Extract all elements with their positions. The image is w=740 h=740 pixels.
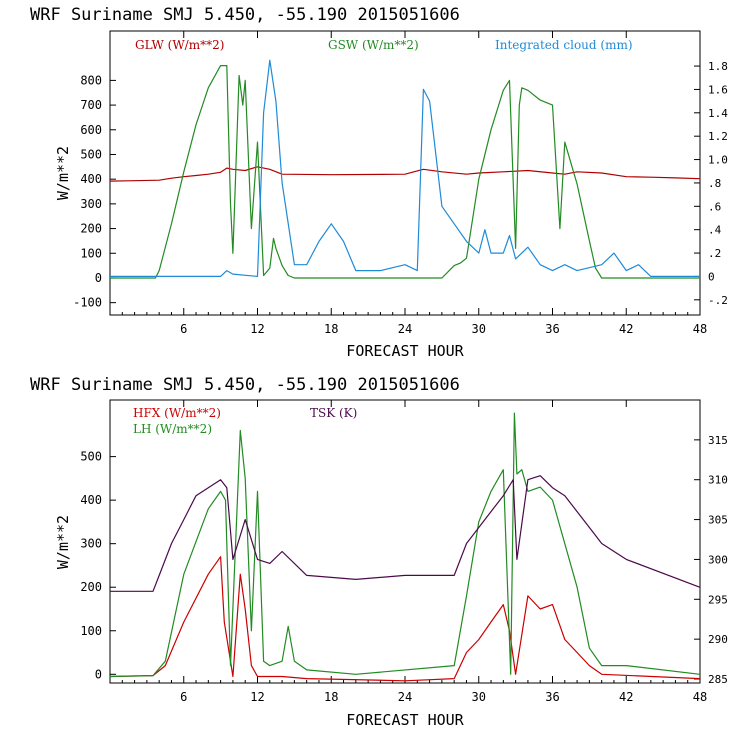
y2-tick-label: 310 <box>708 474 728 487</box>
y2-tick-label: 1.0 <box>708 154 728 167</box>
y-tick-label: 800 <box>80 73 102 87</box>
y-tick-label: 100 <box>80 246 102 260</box>
y2-tick-label: 295 <box>708 593 728 606</box>
legend-glw: GLW (W/m**2) <box>135 38 224 52</box>
y2-tick-label: .2 <box>708 247 721 260</box>
panel-2-y-label: W/m**2 <box>54 515 72 569</box>
x-tick-label: 24 <box>398 690 412 704</box>
y2-tick-label: 300 <box>708 553 728 566</box>
panel-2-x-label: FORECAST HOUR <box>346 711 464 729</box>
y2-tick-label: 285 <box>708 673 728 686</box>
x-tick-label: 6 <box>180 690 187 704</box>
y2-tick-label: 305 <box>708 514 728 527</box>
y-tick-label: 200 <box>80 580 102 594</box>
series-line-tsk <box>110 475 701 592</box>
panel-1-x-axis: 6 12 18 24 30 36 42 48 <box>121 31 707 336</box>
panel-2-x-axis: 6 12 18 24 30 36 42 48 <box>121 400 707 704</box>
x-tick-label: 24 <box>398 322 412 336</box>
x-tick-label: 42 <box>619 322 633 336</box>
y-tick-label: -100 <box>73 296 102 310</box>
y-tick-label: 100 <box>80 624 102 638</box>
x-tick-label: 36 <box>545 322 559 336</box>
panel-1-title: WRF Suriname SMJ 5.450, -55.190 20150516… <box>30 5 460 25</box>
panel-1-y2-axis: -.2 0 .2 .4 .6 .8 1.0 1.2 1.4 1.6 1.8 <box>694 60 728 307</box>
series-line-lh <box>109 412 701 678</box>
x-tick-label: 42 <box>619 690 633 704</box>
panel-1-series <box>109 59 701 279</box>
y2-tick-label: 1.4 <box>708 107 728 120</box>
y-tick-label: 0 <box>95 667 102 681</box>
y-tick-label: 200 <box>80 222 102 236</box>
x-tick-label: 30 <box>472 690 486 704</box>
x-tick-label: 30 <box>472 322 486 336</box>
x-tick-label: 6 <box>180 322 187 336</box>
y-tick-label: 0 <box>95 271 102 285</box>
y-tick-label: 600 <box>80 123 102 137</box>
panel-2-y-axis: 0 100 200 300 400 500 <box>80 450 116 681</box>
series-line-integrated <box>110 59 700 277</box>
legend-lh: LH (W/m**2) <box>133 422 212 436</box>
y2-tick-label: .8 <box>708 177 721 190</box>
panel-1-frame <box>109 30 701 316</box>
series-line-glw <box>109 166 701 182</box>
x-tick-label: 18 <box>324 322 338 336</box>
y2-tick-label: 0 <box>708 270 715 283</box>
y-tick-label: 700 <box>80 98 102 112</box>
y-tick-label: 500 <box>80 147 102 161</box>
panel-1-y-axis: -100 0 100 200 300 400 500 600 700 800 <box>73 73 116 310</box>
y2-tick-label: 1.8 <box>708 60 728 73</box>
y-tick-label: 400 <box>80 493 102 507</box>
chart-panel-1: WRF Suriname SMJ 5.450, -55.190 20150516… <box>30 5 728 360</box>
x-tick-label: 36 <box>545 690 559 704</box>
y-tick-label: 300 <box>80 197 102 211</box>
series-line-gsw <box>110 64 700 279</box>
panel-2-frame <box>109 399 701 684</box>
panel-2-series <box>109 412 701 682</box>
x-tick-label: 12 <box>250 322 264 336</box>
y2-tick-label: 1.2 <box>708 130 728 143</box>
y2-tick-label: 290 <box>708 633 728 646</box>
y2-tick-label: 1.6 <box>708 83 728 96</box>
x-tick-label: 48 <box>693 690 707 704</box>
x-tick-label: 48 <box>693 322 707 336</box>
y-tick-label: 300 <box>80 537 102 551</box>
y2-tick-label: .6 <box>708 200 721 213</box>
legend-gsw: GSW (W/m**2) <box>328 38 419 52</box>
y2-tick-label: 315 <box>708 434 728 447</box>
y-tick-label: 400 <box>80 172 102 186</box>
y-tick-label: 500 <box>80 450 102 464</box>
panel-1-y-label: W/m**2 <box>54 146 72 200</box>
legend-hfx: HFX (W/m**2) <box>133 406 221 420</box>
panel-2-title: WRF Suriname SMJ 5.450, -55.190 20150516… <box>30 375 460 395</box>
panel-2-y2-axis: 285 290 295 300 305 310 315 <box>694 434 728 686</box>
series-line-hfx <box>109 556 701 682</box>
y2-tick-label: -.2 <box>708 294 728 307</box>
panel-1-x-label: FORECAST HOUR <box>346 342 464 360</box>
chart-panel-2: WRF Suriname SMJ 5.450, -55.190 20150516… <box>30 375 728 729</box>
x-tick-label: 18 <box>324 690 338 704</box>
legend-tsk: TSK (K) <box>310 406 357 420</box>
y2-tick-label: .4 <box>708 224 722 237</box>
x-tick-label: 12 <box>250 690 264 704</box>
legend-integrated-cloud: Integrated cloud (mm) <box>495 38 633 52</box>
